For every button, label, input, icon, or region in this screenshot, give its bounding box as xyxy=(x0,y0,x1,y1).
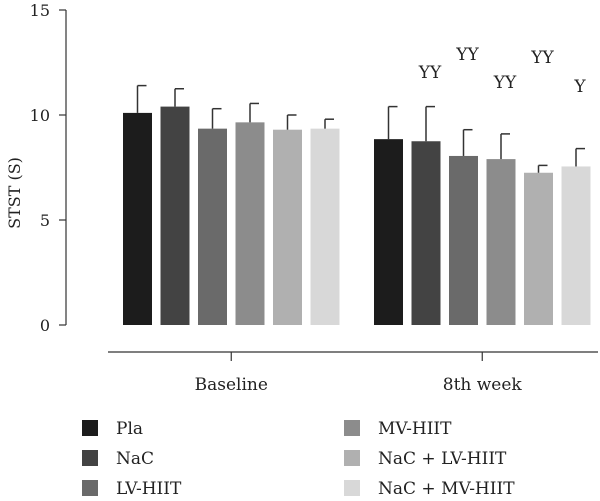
legend-label: MV-HIIT xyxy=(378,419,452,439)
bar xyxy=(198,128,227,325)
legend-swatch xyxy=(82,450,98,466)
bar xyxy=(374,139,403,325)
y-axis: 0 5 10 15 xyxy=(30,1,67,335)
bar xyxy=(561,166,591,325)
legend-swatch xyxy=(344,420,360,436)
bar xyxy=(235,122,265,325)
bar xyxy=(123,112,152,326)
y-axis-label: STST (S) xyxy=(5,157,24,229)
x-tick-label: 8th week xyxy=(443,375,523,395)
x-axis: Baseline 8th week xyxy=(108,351,598,395)
significance-label: YY xyxy=(493,73,517,93)
significance-label: YY xyxy=(418,63,442,83)
y-tick-label: 10 xyxy=(30,106,50,125)
x-tick-label: Baseline xyxy=(195,375,268,395)
legend-swatch xyxy=(82,480,98,496)
legend-swatch xyxy=(82,420,98,436)
significance-label: Y xyxy=(573,77,586,97)
bar xyxy=(310,128,340,325)
legend-label: Pla xyxy=(116,419,143,439)
bar xyxy=(273,129,302,325)
bar xyxy=(449,155,478,325)
legend-label: NaC + MV-HIIT xyxy=(378,479,515,499)
y-tick-label: 5 xyxy=(40,211,50,230)
bar xyxy=(411,141,441,325)
significance-label: YY xyxy=(455,45,479,65)
bar xyxy=(486,159,516,325)
legend: Pla NaC LV-HIIT MV-HIIT NaC + LV-HIIT NaC + M… xyxy=(82,419,515,499)
significance-label: YY xyxy=(530,48,554,68)
legend-label: NaC + LV-HIIT xyxy=(378,449,507,469)
legend-label: LV-HIIT xyxy=(116,479,182,499)
legend-swatch xyxy=(344,480,360,496)
legend-swatch xyxy=(344,450,360,466)
legend-label: NaC xyxy=(116,449,154,469)
y-tick-label: 15 xyxy=(30,1,50,20)
bar xyxy=(160,106,190,325)
y-tick-label: 0 xyxy=(40,316,50,335)
bar xyxy=(524,172,553,325)
